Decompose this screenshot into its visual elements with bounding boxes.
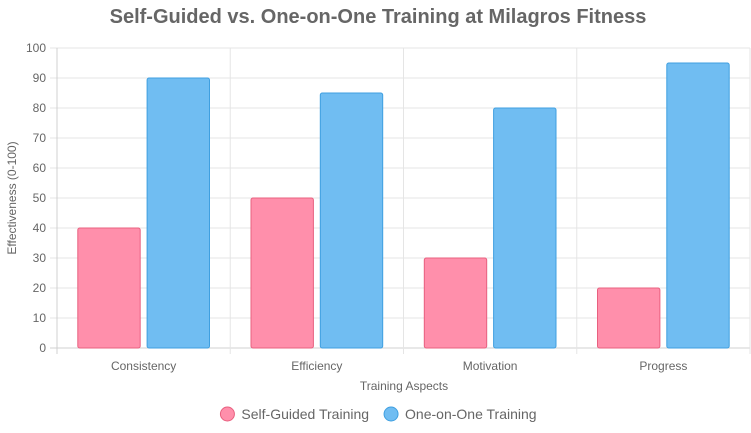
y-tick-label: 20 xyxy=(33,281,47,295)
y-tick-label: 40 xyxy=(33,221,47,235)
y-tick-label: 70 xyxy=(33,131,47,145)
y-tick-label: 60 xyxy=(33,161,47,175)
x-tick-label: Efficiency xyxy=(291,359,342,373)
x-tick-label: Motivation xyxy=(463,359,518,373)
chart-title: Self-Guided vs. One-on-One Training at M… xyxy=(110,6,647,28)
legend-swatch xyxy=(383,406,399,422)
bar-self-guided-training-motivation xyxy=(423,257,488,349)
legend-label: One-on-One Training xyxy=(405,406,537,422)
bar-one-on-one-training-efficiency xyxy=(319,92,384,349)
bar-one-on-one-training-motivation xyxy=(493,107,557,349)
y-tick-label: 100 xyxy=(26,41,46,55)
y-tick-label: 90 xyxy=(33,71,47,85)
y-tick-label: 30 xyxy=(33,251,47,265)
y-axis-title: Effectiveness (0-100) xyxy=(5,141,19,254)
x-tick-label: Consistency xyxy=(111,359,176,373)
bars xyxy=(77,62,730,349)
bar-one-on-one-training-consistency xyxy=(146,77,211,349)
y-tick-label: 80 xyxy=(33,101,47,115)
legend-item[interactable]: One-on-One Training xyxy=(383,406,537,422)
x-axis-ticks: Consistency Efficiency Motivation Progress xyxy=(111,359,687,373)
bar-self-guided-training-efficiency xyxy=(250,197,314,349)
x-tick-label: Progress xyxy=(639,359,687,373)
x-axis-title: Training Aspects xyxy=(360,379,448,393)
legend-item[interactable]: Self-Guided Training xyxy=(219,406,369,422)
bar-self-guided-training-consistency xyxy=(77,227,141,349)
y-axis-ticks: 0 10 20 30 40 50 60 70 80 90 100 xyxy=(26,41,46,355)
legend-swatch xyxy=(219,406,235,422)
y-tick-label: 0 xyxy=(39,341,46,355)
bar-one-on-one-training-progress xyxy=(666,62,730,349)
legend-label: Self-Guided Training xyxy=(241,406,369,422)
bar-self-guided-training-progress xyxy=(597,287,661,349)
y-tick-label: 50 xyxy=(33,191,47,205)
y-tick-label: 10 xyxy=(33,311,47,325)
legend: Self-Guided Training One-on-One Training xyxy=(219,406,537,422)
